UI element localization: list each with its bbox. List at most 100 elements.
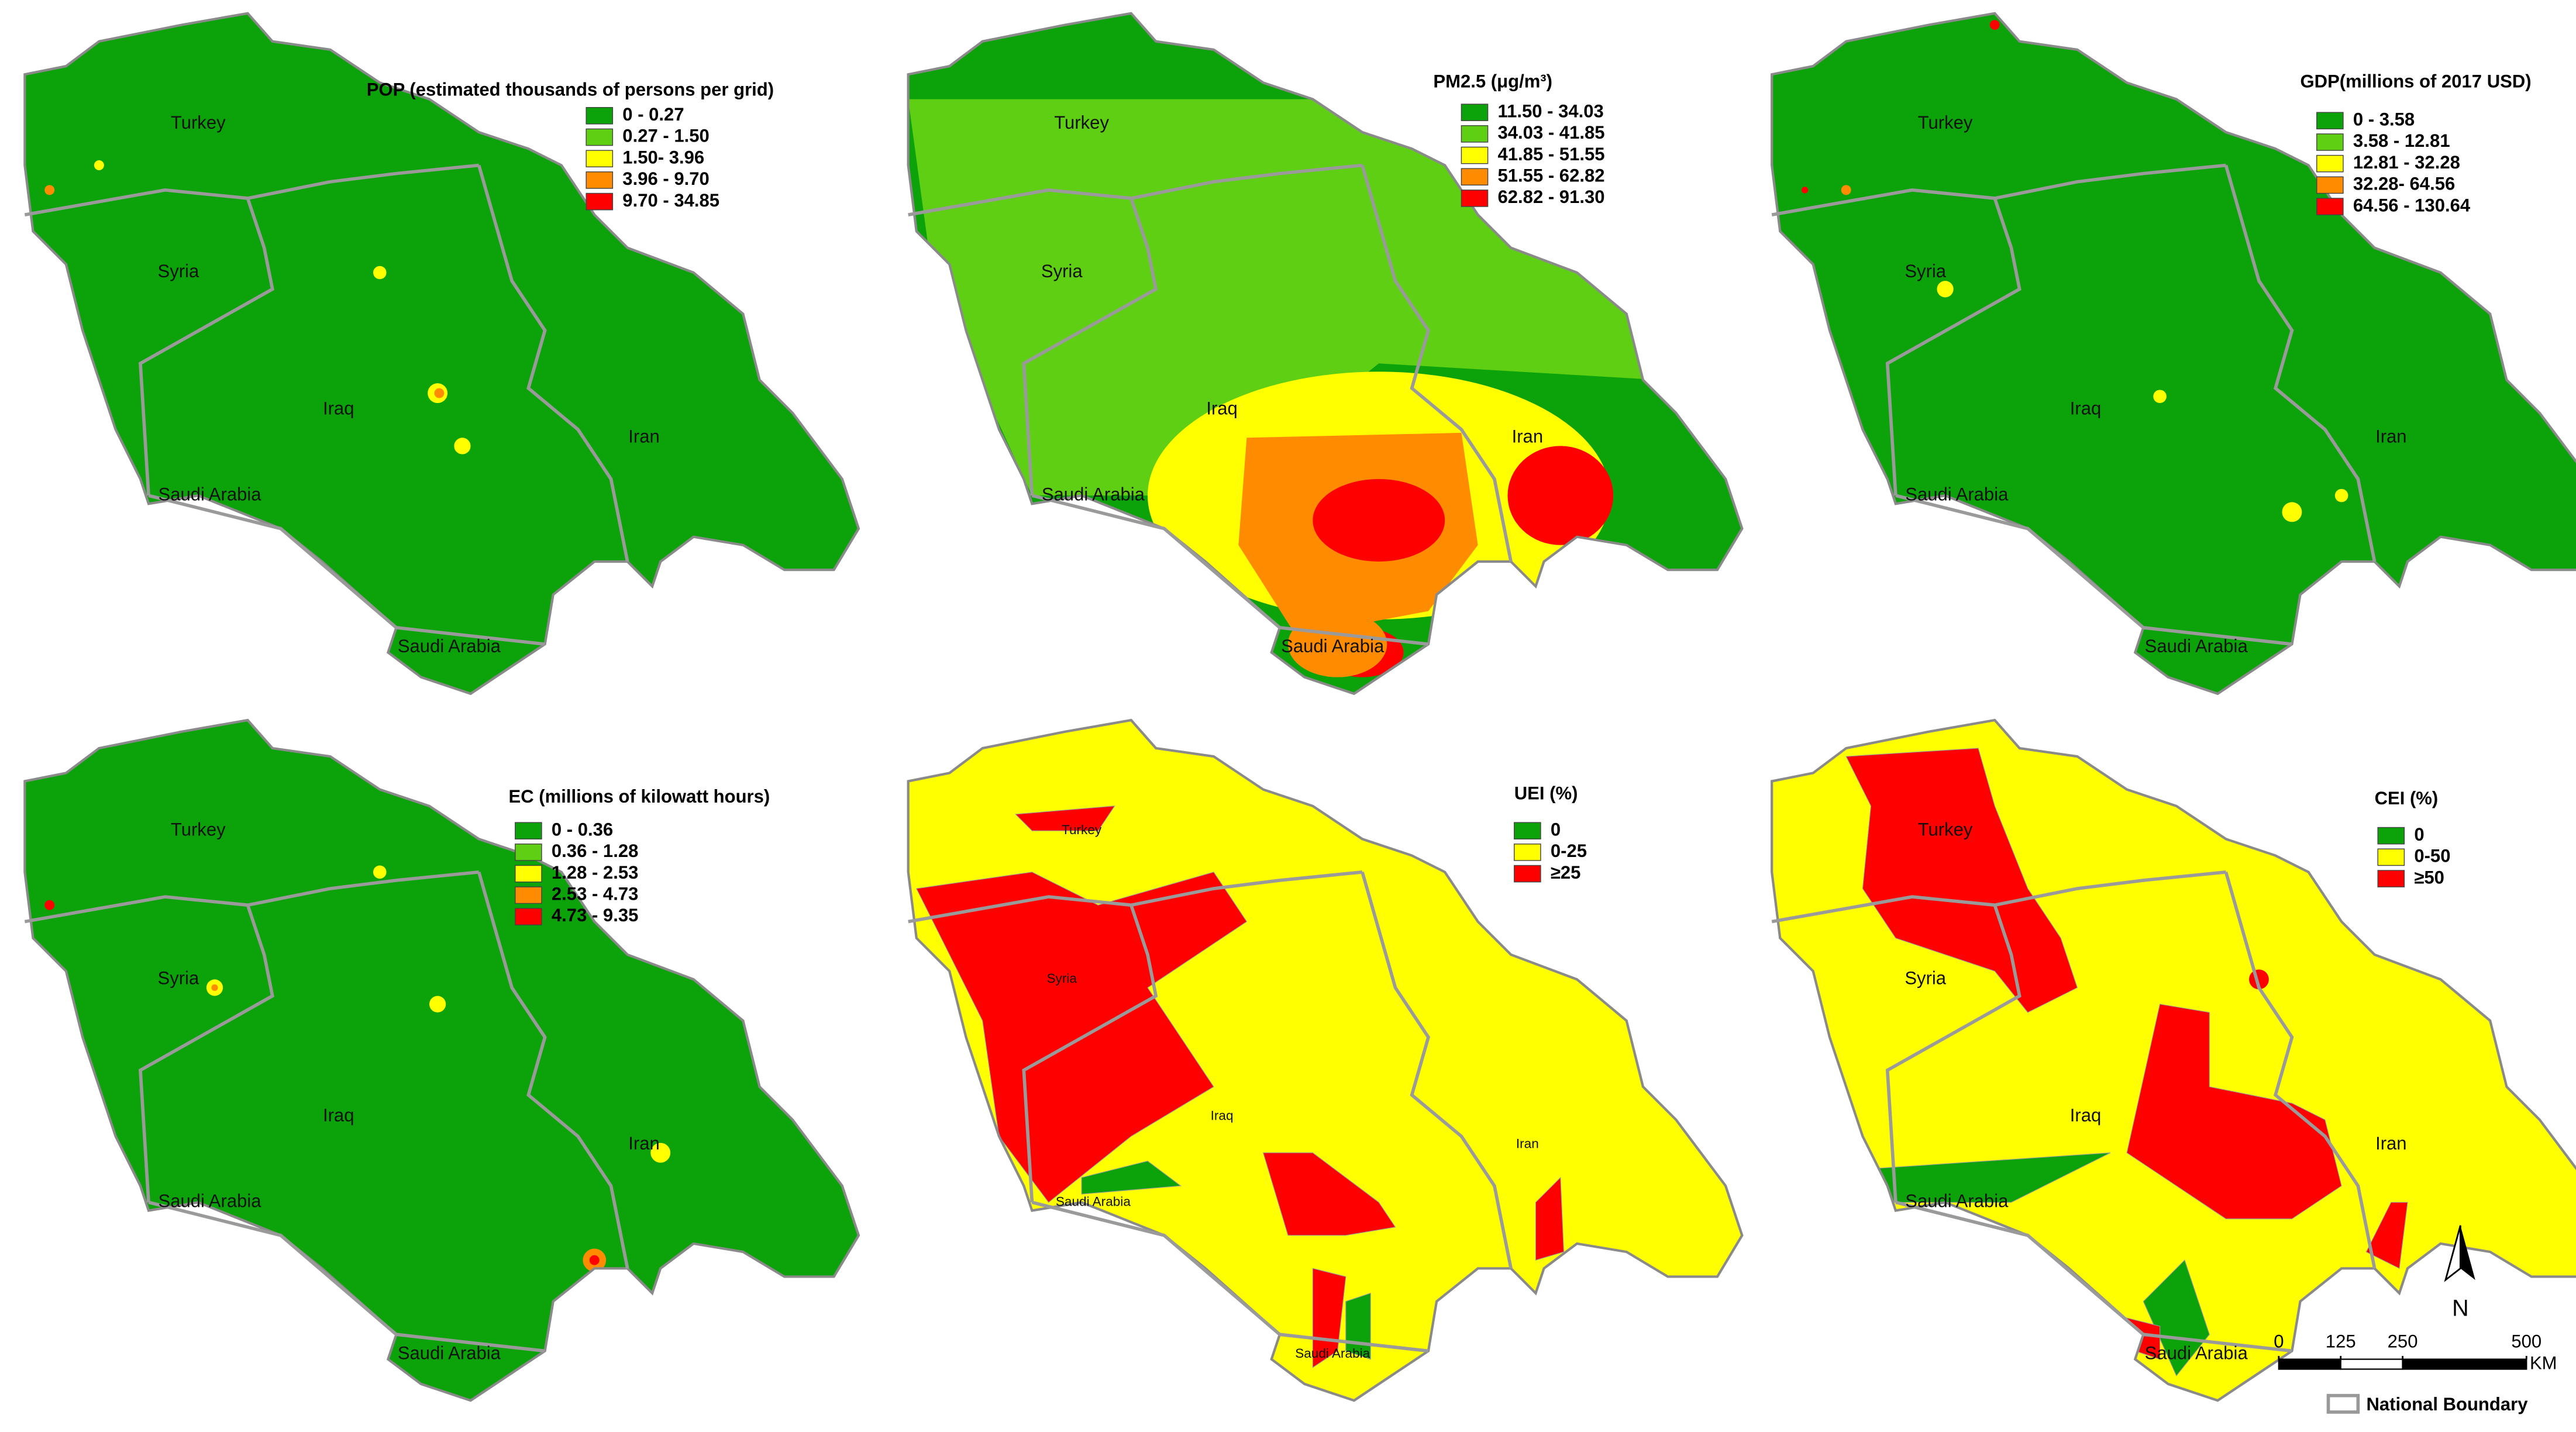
country-label: Turkey <box>1062 822 1102 837</box>
zone-patch <box>1989 20 2000 30</box>
legend-title: GDP(millions of 2017 USD) <box>2301 71 2532 92</box>
zone-patch <box>44 185 55 195</box>
map-panel: Turkey Syria Iraq Iran Saudi Arabia Saudi Ara… <box>908 720 1742 1400</box>
country-label: Iran <box>628 1133 660 1154</box>
map-panel: Turkey Syria Iraq Iran Saudi Arabia Saudi Ara… <box>25 13 859 694</box>
legend-swatch <box>515 886 542 904</box>
legend-label: 51.55 - 62.82 <box>1498 165 1605 185</box>
legend-label: 41.85 - 51.55 <box>1498 144 1605 164</box>
legend-swatch <box>515 908 542 925</box>
map-body <box>1772 13 2576 694</box>
zone-patch <box>2126 1003 2342 1220</box>
country-label: Turkey <box>171 819 226 839</box>
country-label: Iran <box>2375 426 2407 447</box>
legend-swatch <box>1514 822 1541 840</box>
legend-swatch <box>1461 168 1489 186</box>
country-label: Saudi Arabia <box>1905 484 2009 504</box>
legend-label: 3.58 - 12.81 <box>2353 130 2450 151</box>
zone-patch <box>454 438 471 455</box>
legend-swatch <box>586 106 614 125</box>
map-body <box>25 720 859 1401</box>
zone-patch <box>1845 748 2078 1013</box>
legend-swatch <box>1461 146 1489 164</box>
legend-swatch <box>586 171 614 189</box>
country-label: Iraq <box>323 1105 354 1125</box>
legend-label: 32.28- 64.56 <box>2353 174 2455 194</box>
legend-label: 11.50 - 34.03 <box>1498 101 1604 121</box>
legend-label: 0 - 0.27 <box>622 104 684 125</box>
legend-label: 4.73 - 9.35 <box>552 905 638 925</box>
zone-patch <box>2282 502 2302 522</box>
north-label: N <box>2452 1295 2469 1321</box>
boundary-swatch <box>2326 1393 2360 1414</box>
legend-swatch <box>515 865 542 883</box>
legend-title: POP (estimated thousands of persons per … <box>367 80 774 100</box>
country-label: Syria <box>1905 968 1946 988</box>
zone-patch <box>1081 1161 1182 1195</box>
country-label: Turkey <box>1918 819 1973 839</box>
zone-patch <box>589 1255 600 1265</box>
legend-swatch <box>1514 844 1541 861</box>
legend-label: ≥50 <box>2414 867 2444 887</box>
scale-segment <box>2278 1358 2341 1370</box>
legend-title: PM2.5 (μg/m³) <box>1433 71 1552 92</box>
legend-label: 0-25 <box>1551 841 1587 861</box>
legend-label: 64.56 - 130.64 <box>2353 195 2471 215</box>
country-label: Iraq <box>2070 398 2102 419</box>
zone-patch <box>429 996 446 1013</box>
legend-swatch <box>1461 125 1489 143</box>
country-label: Iraq <box>1206 398 1238 419</box>
national-boundary <box>24 163 629 646</box>
legend-swatch <box>2316 112 2344 130</box>
country-label: Saudi Arabia <box>1905 1191 2009 1211</box>
zone-patch <box>373 266 387 280</box>
map-panel: Turkey Syria Iraq Iran Saudi Arabia Saudi Ara… <box>1772 13 2576 694</box>
zone-patch <box>44 900 55 910</box>
legend-swatch <box>515 822 542 840</box>
country-label: Syria <box>158 968 199 988</box>
boundary-label: National Boundary <box>2366 1394 2528 1414</box>
country-label: Saudi Arabia <box>158 1191 261 1211</box>
country-label: Syria <box>1905 261 1946 281</box>
legend-label: 12.81 - 32.28 <box>2353 152 2460 173</box>
map-panel: Turkey Syria Iraq Iran Saudi Arabia Saudi Ara… <box>25 720 859 1400</box>
scale-unit: KM <box>2530 1352 2557 1373</box>
legend-swatch <box>2316 133 2344 151</box>
legend-title: UEI (%) <box>1514 783 1578 803</box>
country-label: Saudi Arabia <box>2145 1342 2248 1363</box>
national-boundary <box>24 870 629 1353</box>
legend-swatch <box>1461 190 1489 207</box>
national-boundary <box>1771 163 2377 646</box>
country-label: Saudi Arabia <box>1281 636 1385 656</box>
scale-segment <box>2340 1358 2403 1370</box>
country-label: Turkey <box>1918 112 1973 133</box>
zone-patch <box>1262 1152 1396 1236</box>
legend-swatch <box>2316 154 2344 173</box>
legend-label: 0.36 - 1.28 <box>552 841 638 861</box>
legend-swatch <box>1514 865 1541 883</box>
zone-patch <box>1313 479 1445 562</box>
region-fill <box>1772 13 2576 694</box>
zone-patch <box>2365 1202 2408 1269</box>
region-fill <box>25 13 859 694</box>
legend-label: 3.96 - 9.70 <box>622 168 709 189</box>
legend-label: 0 <box>1551 819 1561 839</box>
legend-label: 0 <box>2414 824 2424 845</box>
zone-patch <box>2153 390 2167 404</box>
zone-patch <box>1014 806 1115 831</box>
legend-label: 2.53 - 4.73 <box>552 884 638 904</box>
zone-patch <box>2334 488 2348 502</box>
region-fill <box>25 720 859 1401</box>
zone-patch <box>1937 281 1954 298</box>
country-label: Iran <box>1512 426 1544 447</box>
country-label: Saudi Arabia <box>158 484 261 504</box>
country-label: Syria <box>1047 971 1077 986</box>
country-label: Saudi Arabia <box>2145 636 2248 656</box>
legend-label: 9.70 - 34.85 <box>622 190 719 211</box>
scale-tick-label: 500 <box>2511 1331 2541 1352</box>
country-label: Saudi Arabia <box>1056 1194 1131 1209</box>
country-label: Syria <box>158 261 199 281</box>
legend-label: 0 - 3.58 <box>2353 109 2415 129</box>
country-label: Saudi Arabia <box>1295 1346 1370 1361</box>
